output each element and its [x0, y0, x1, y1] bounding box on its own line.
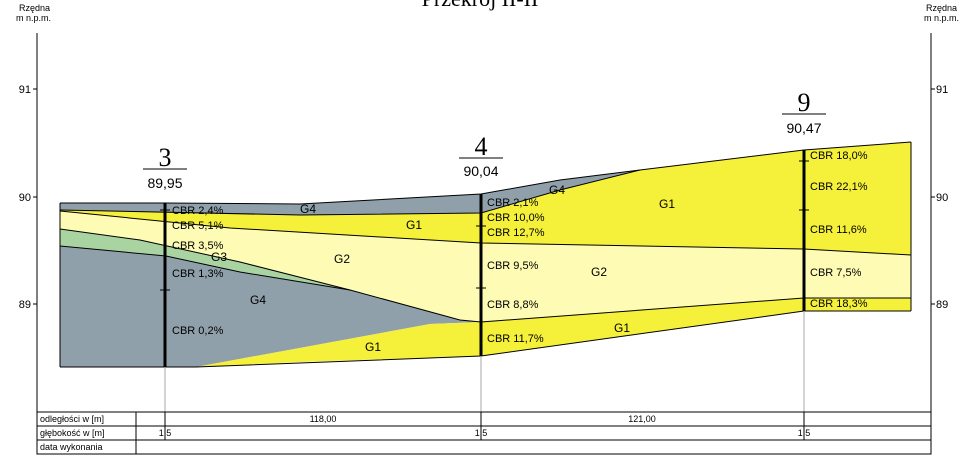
- tick-91-left: 91: [19, 84, 31, 96]
- elevation-unit-right: m n.p.m.: [924, 13, 959, 23]
- depth-borehole-9: 1,5: [798, 428, 811, 438]
- left-axis-ticks: 91 90 89: [19, 84, 37, 311]
- tick-91-right: 91: [936, 84, 948, 96]
- tick-89-right: 89: [936, 299, 948, 311]
- table-row-depth-label: głębokość w [m]: [40, 428, 105, 438]
- borehole-9-cbr-3: CBR 11,6%: [810, 224, 867, 236]
- layer-labels: G4 G1 G3 G2 G4 G1 G4 G1 G2 G1: [211, 183, 675, 354]
- layer-label-g4-right: G4: [549, 183, 565, 197]
- layer-label-g2-right: G2: [591, 265, 607, 279]
- table-row-distances-label: odległości w [m]: [40, 414, 104, 424]
- borehole-3-elevation: 89,95: [147, 175, 182, 191]
- tick-90-left: 90: [19, 192, 31, 204]
- borehole-4-number: 4: [475, 132, 488, 161]
- layer-label-g4-left: G4: [250, 293, 266, 307]
- borehole-3-number: 3: [159, 143, 172, 172]
- borehole-4-cbr-2: CBR 10,0%: [487, 212, 545, 224]
- layer-label-g3: G3: [211, 250, 227, 264]
- borehole-4-elevation: 90,04: [463, 163, 498, 179]
- depth-borehole-3: 1,5: [159, 428, 172, 438]
- borehole-9-cbr-1: CBR 18,0%: [810, 150, 868, 162]
- borehole-9: 9 90,47 CBR 18,0% CBR 22,1% CBR 11,6% CB…: [782, 88, 868, 412]
- borehole-3-cbr-2: CBR 5,1%: [172, 220, 224, 232]
- data-table: odległości w [m] głębokość w [m] data wy…: [36, 411, 932, 455]
- borehole-9-elevation: 90,47: [786, 120, 821, 136]
- tick-90-right: 90: [936, 192, 948, 204]
- layer-g2: [60, 211, 911, 322]
- borehole-4-cbr-4: CBR 9,5%: [487, 260, 539, 272]
- layer-label-g1-left: G1: [406, 218, 422, 232]
- layer-label-g2-left: G2: [334, 252, 350, 266]
- depth-borehole-4: 1,5: [475, 428, 488, 438]
- layer-label-g1-bottom: G1: [365, 340, 381, 354]
- elevation-unit-left: m n.p.m.: [16, 13, 51, 23]
- right-axis-ticks: 91 90 89: [931, 84, 948, 311]
- borehole-3: 3 89,95 CBR 2,4% CBR 5,1% CBR 3,5% CBR 1…: [143, 143, 224, 412]
- layer-g1-bottom: [196, 298, 911, 367]
- tick-89-left: 89: [19, 299, 31, 311]
- soil-layers: [60, 142, 911, 367]
- borehole-4-cbr-5: CBR 8,8%: [487, 299, 539, 311]
- borehole-4-cbr-3: CBR 12,7%: [487, 227, 545, 239]
- borehole-3-cbr-3: CBR 3,5%: [172, 240, 224, 252]
- layer-g3: [60, 229, 350, 290]
- borehole-9-number: 9: [798, 88, 811, 117]
- borehole-4-cbr-1: CBR 2,1%: [487, 197, 539, 209]
- layer-g1-upper: [60, 142, 911, 255]
- layer-label-g4-top: G4: [300, 202, 316, 216]
- section-title: Przekrój II-II: [422, 0, 539, 11]
- borehole-3-cbr-4: CBR 1,3%: [172, 268, 224, 280]
- distance-3-4: 118,00: [310, 414, 337, 424]
- distance-4-9: 121,00: [628, 414, 656, 424]
- borehole-9-cbr-2: CBR 22,1%: [810, 181, 868, 193]
- table-row-date-label: data wykonania: [40, 442, 103, 452]
- borehole-4: 4 90,04 CBR 2,1% CBR 10,0% CBR 12,7% CBR…: [459, 132, 545, 412]
- elevation-label-left: Rzędna: [19, 3, 50, 13]
- borehole-9-cbr-4: CBR 7,5%: [810, 267, 862, 279]
- borehole-4-cbr-6: CBR 11,7%: [487, 333, 544, 345]
- elevation-label-right: Rzędna: [926, 3, 957, 13]
- borehole-3-cbr-1: CBR 2,4%: [172, 205, 224, 217]
- layer-label-g1-right: G1: [659, 197, 675, 211]
- borehole-9-cbr-5: CBR 18,3%: [810, 298, 868, 310]
- borehole-3-cbr-5: CBR 0,2%: [172, 325, 224, 337]
- layer-label-g1-mid: G1: [614, 321, 630, 335]
